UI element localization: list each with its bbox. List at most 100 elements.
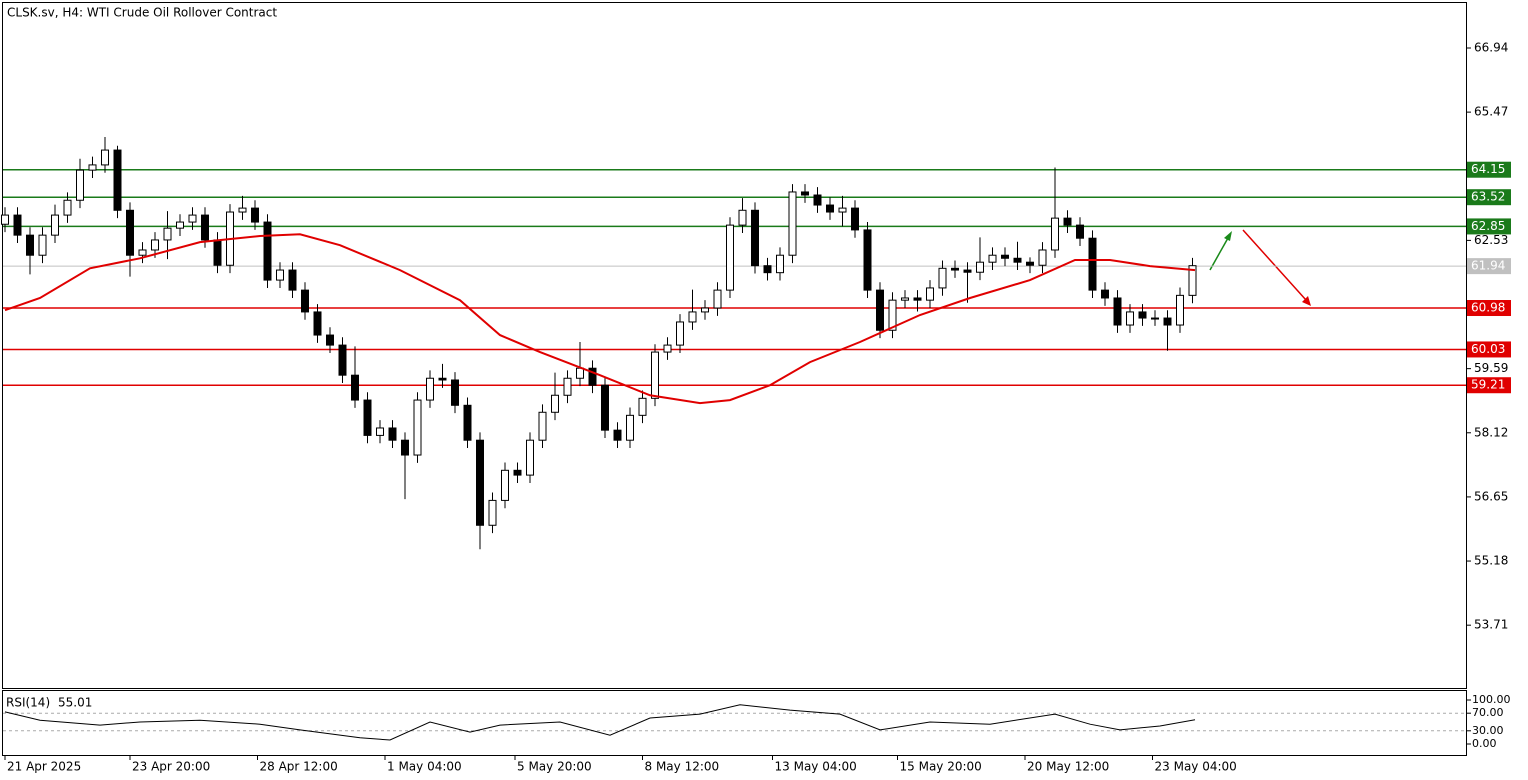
level-label-box [1467,300,1511,317]
candle-body [276,269,284,281]
candle-body [101,149,109,166]
candle-body [888,299,897,331]
candle-body [413,399,422,456]
down-arrow-head [1302,296,1311,306]
candle-body [526,439,534,476]
candle-body [1038,249,1047,266]
rsi-last: 55.01 [58,696,92,710]
candle-body [13,214,22,236]
candle-body [451,379,459,406]
candle-body [1138,311,1147,319]
y-tick-label: 58.12 [1474,425,1508,439]
candle-body [963,269,972,273]
rsi-tick-label: 0.00 [1472,737,1497,750]
candle-body [776,254,784,274]
rsi-tick-label: 100.00 [1472,693,1511,706]
candle-body [588,367,597,386]
x-tick-label: 1 May 04:00 [387,760,462,774]
candle-body [201,214,209,241]
candle-body [251,207,259,223]
candle-body [288,269,297,291]
level-label-box [1467,161,1511,178]
candle-body [488,499,497,526]
candle-body [376,427,384,436]
y-tick-label: 59.59 [1474,361,1508,375]
candle-body [613,429,622,441]
candle-body [63,199,72,216]
level-label: 63.52 [1471,190,1505,204]
candle-body [76,169,84,201]
candle-body [1026,261,1034,266]
candle-body [826,204,834,213]
rsi-line [4,704,1196,741]
candle-body [738,209,747,226]
up-arrow-head [1224,231,1232,241]
candle-body [1188,265,1197,296]
candle-body [1101,289,1109,299]
candle-body [638,397,647,416]
candle-body [51,214,59,236]
candle-body [976,261,984,273]
candle-body [1013,257,1022,263]
candle-body [538,411,547,441]
candle-body [563,377,572,396]
level-label-box [1467,218,1511,235]
x-tick-label: 21 Apr 2025 [7,760,81,774]
x-tick-label: 15 May 20:00 [900,760,982,774]
level-label-box [1467,377,1511,394]
candle-body [1076,224,1084,239]
candle-body [351,374,359,401]
y-tick-label: 53.71 [1474,618,1508,632]
level-label-box [1467,341,1511,358]
candle-body [138,249,147,256]
candle-body [263,221,272,281]
candle-body [1176,294,1184,326]
candle-body [38,234,47,256]
y-tick-label: 62.53 [1474,233,1508,247]
candle-body [426,377,434,401]
candle-body [113,149,122,211]
candle-body [151,239,159,251]
level-label: 59.21 [1471,378,1505,392]
candle-body [1088,237,1097,291]
x-tick-label: 5 May 20:00 [517,760,592,774]
candle-body [863,229,872,291]
candle-body [688,311,697,323]
up-arrow [1209,237,1229,271]
candle-body [601,384,609,431]
candle-body [763,265,772,274]
x-tick-label: 23 Apr 20:00 [132,760,210,774]
down-arrow [1242,229,1307,301]
candle-body [663,344,672,353]
candle-body [401,439,409,456]
price-panel [2,2,1467,689]
y-tick-label: 66.94 [1474,40,1508,54]
level-label: 61.94 [1471,259,1505,273]
candle-body [551,394,559,413]
ma-line [4,233,1196,405]
candle-body [901,297,909,301]
candle-body [176,221,184,229]
candle-body [813,194,822,206]
x-tick-label: 8 May 12:00 [645,760,720,774]
candle-body [213,239,222,266]
candle-body [301,289,309,313]
candle-body [26,234,34,256]
candle-body [713,289,722,309]
level-label-box [1467,189,1511,206]
level-label: 62.85 [1471,219,1505,233]
candle-body [576,367,584,379]
level-label: 60.03 [1471,342,1505,356]
candle-body [1,214,9,225]
level-label: 60.98 [1471,301,1505,315]
candle-body [1151,317,1159,320]
candle-body [1051,217,1059,251]
x-tick-label: 23 May 04:00 [1155,760,1237,774]
candle-body [1063,217,1072,226]
level-label: 64.15 [1471,162,1505,176]
candle-body [126,209,134,256]
candle-body [1163,317,1172,326]
candle-body [801,191,809,196]
rsi-tick-label: 30.00 [1472,724,1504,737]
candle-body [438,377,447,381]
